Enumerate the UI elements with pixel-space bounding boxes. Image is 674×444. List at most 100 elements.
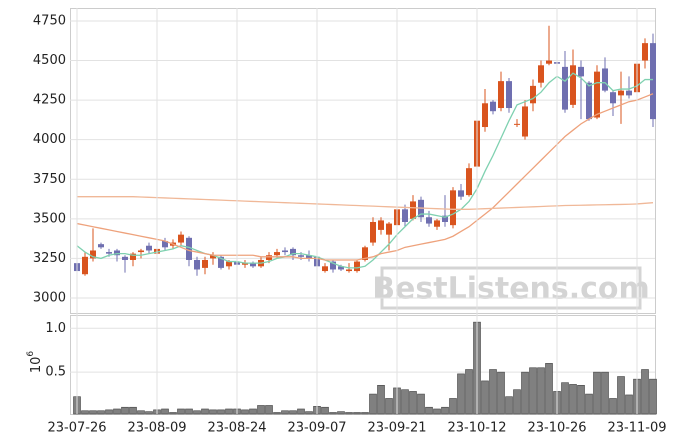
x-tick-label: 23-10-12 xyxy=(447,421,506,436)
candle-body xyxy=(626,90,632,96)
x-tick-label: 23-08-24 xyxy=(207,421,266,436)
volume-bar xyxy=(265,405,273,415)
volume-bar xyxy=(81,410,89,415)
volume-bar xyxy=(105,409,113,415)
volume-bar xyxy=(617,376,625,415)
candle-body xyxy=(546,60,552,64)
volume-bar xyxy=(297,408,305,415)
candle-body xyxy=(338,266,344,270)
candle-body xyxy=(98,244,104,248)
multiplier-base: 10 xyxy=(29,357,44,374)
y-tick-label: 3000 xyxy=(33,290,66,305)
candle-body xyxy=(410,201,416,219)
volume-bar xyxy=(601,371,609,415)
x-tick-label: 23-09-21 xyxy=(367,421,426,436)
volume-bar xyxy=(521,371,529,415)
candle-body xyxy=(514,123,520,125)
candle-body xyxy=(442,215,448,222)
volume-bar xyxy=(561,382,569,415)
volume-bar xyxy=(185,408,193,415)
candle-body xyxy=(466,168,472,196)
volume-bar xyxy=(217,409,225,415)
y-tick-label: 4000 xyxy=(33,132,66,147)
volume-bar xyxy=(321,406,329,415)
candle-body xyxy=(114,250,120,256)
candle-body xyxy=(458,190,464,197)
volume-bar xyxy=(161,408,169,415)
volume-bar xyxy=(545,363,553,415)
volume-bar xyxy=(409,391,417,415)
candle-body xyxy=(106,252,112,254)
watermark: BestListens.com xyxy=(372,272,650,307)
candle-body xyxy=(506,81,512,109)
x-tick-label: 23-11-09 xyxy=(607,421,666,436)
volume-bar xyxy=(513,389,521,415)
candle-body xyxy=(450,190,456,226)
candle-body xyxy=(146,245,152,251)
x-tick-label: 23-10-26 xyxy=(527,421,586,436)
candle-body xyxy=(610,92,616,104)
volume-bar xyxy=(417,393,425,415)
candle-body xyxy=(306,255,312,259)
volume-bar xyxy=(537,367,545,415)
candle-body xyxy=(290,248,296,256)
volume-bar xyxy=(401,389,409,415)
candle-body xyxy=(650,43,656,120)
candle-body xyxy=(386,223,392,235)
volume-bar xyxy=(329,412,337,415)
volume-bar xyxy=(89,410,97,415)
y-tick-label: 4750 xyxy=(33,13,66,28)
volume-bar xyxy=(649,378,657,415)
volume-bar xyxy=(577,384,585,415)
candle-body xyxy=(482,103,488,128)
x-tick-label: 23-09-07 xyxy=(287,421,346,436)
volume-bar xyxy=(241,409,249,415)
candle-body xyxy=(562,66,568,110)
volume-bar xyxy=(121,406,129,415)
volume-bar xyxy=(129,406,137,415)
candle-body xyxy=(282,250,288,253)
volume-bar xyxy=(529,367,537,415)
volume-bar xyxy=(457,373,465,415)
volume-bar xyxy=(569,384,577,415)
candle-body xyxy=(226,261,232,267)
candle-body xyxy=(266,255,272,260)
candle-body xyxy=(522,106,528,137)
candle-body xyxy=(370,221,376,243)
volume-bar xyxy=(369,393,377,415)
volume-bar xyxy=(273,412,281,415)
volume-bar xyxy=(489,369,497,415)
candle-body xyxy=(434,220,440,227)
candle-body xyxy=(618,90,624,96)
candle-body xyxy=(362,247,368,260)
candle-body xyxy=(322,266,328,272)
y-tick-label: 3500 xyxy=(33,211,66,226)
x-tick-label: 23-08-09 xyxy=(127,421,186,436)
volume-bar xyxy=(465,369,473,415)
volume-bar xyxy=(257,405,265,415)
volume-bar xyxy=(625,394,633,415)
candle-body xyxy=(250,263,256,267)
volume-bar xyxy=(641,369,649,415)
candle-body xyxy=(586,82,592,120)
volume-bar xyxy=(481,380,489,415)
candle-body xyxy=(498,81,504,109)
volume-bar xyxy=(193,410,201,415)
y-tick-label: 4250 xyxy=(33,93,66,108)
volume-bar xyxy=(433,408,441,415)
volume-bar xyxy=(137,410,145,415)
candle-body xyxy=(490,101,496,112)
y-multiplier: 106 xyxy=(26,351,44,374)
volume-bar xyxy=(281,410,289,415)
volume-bar xyxy=(97,410,105,415)
candle-body xyxy=(274,252,280,256)
x-tick-label: 23-07-26 xyxy=(47,421,106,436)
candle-body xyxy=(90,250,96,259)
volume-bar xyxy=(377,384,385,415)
candle-body xyxy=(298,255,304,257)
candle-body xyxy=(202,259,208,268)
volume-bar xyxy=(385,398,393,415)
candle-body xyxy=(570,65,576,105)
y-tick-label: 4500 xyxy=(33,53,66,68)
